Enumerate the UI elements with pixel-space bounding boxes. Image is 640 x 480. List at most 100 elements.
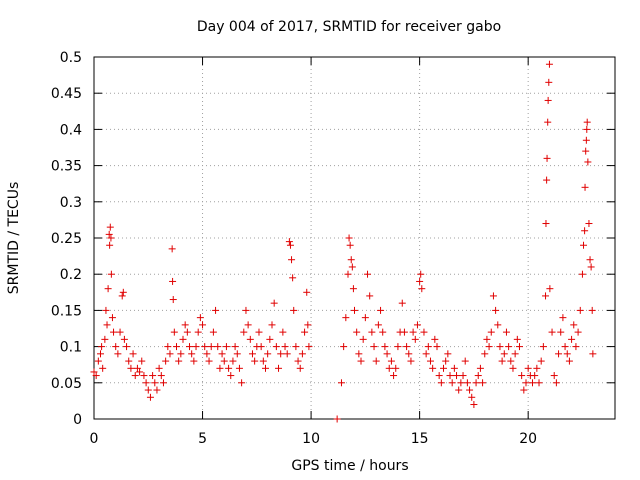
data-point <box>409 328 417 336</box>
data-point <box>485 343 493 351</box>
data-point <box>133 364 141 372</box>
x-tick-label: 10 <box>302 431 320 447</box>
data-point <box>207 343 215 351</box>
data-point <box>196 314 204 322</box>
data-point <box>303 288 311 296</box>
data-point <box>105 230 113 238</box>
data-point <box>563 350 571 358</box>
data-point <box>110 328 118 336</box>
data-point <box>583 125 591 133</box>
data-point <box>437 379 445 387</box>
data-point <box>183 328 191 336</box>
data-point <box>342 314 350 322</box>
data-point <box>505 343 513 351</box>
data-point <box>450 364 458 372</box>
data-point <box>259 357 267 365</box>
data-point <box>496 343 504 351</box>
data-point <box>292 343 300 351</box>
data-point <box>585 220 593 228</box>
x-tick-label: 15 <box>411 431 429 447</box>
data-point <box>442 357 450 365</box>
data-point <box>188 350 196 358</box>
data-point <box>337 379 345 387</box>
data-point <box>559 314 567 322</box>
data-point <box>345 234 353 242</box>
data-point <box>468 393 476 401</box>
data-point <box>455 386 463 394</box>
data-point <box>583 118 591 126</box>
data-point <box>466 386 474 394</box>
data-point <box>489 292 497 300</box>
data-point <box>398 299 406 307</box>
data-point <box>238 379 246 387</box>
data-point <box>502 328 510 336</box>
data-point <box>209 328 217 336</box>
data-point <box>98 343 106 351</box>
data-point <box>531 372 539 380</box>
data-point <box>416 277 424 285</box>
data-point <box>212 306 220 314</box>
data-point <box>104 285 112 293</box>
data-point <box>470 401 478 409</box>
data-point <box>275 364 283 372</box>
data-point <box>190 357 198 365</box>
data-point <box>294 357 302 365</box>
data-point <box>240 328 248 336</box>
data-point <box>231 343 239 351</box>
data-point <box>214 343 222 351</box>
data-point <box>357 357 365 365</box>
data-point <box>106 241 114 249</box>
data-point <box>580 241 588 249</box>
data-point <box>246 335 254 343</box>
data-point <box>507 357 515 365</box>
data-point <box>346 241 354 249</box>
data-point <box>522 379 530 387</box>
data-point <box>118 292 126 300</box>
data-point <box>129 350 137 358</box>
data-point <box>545 60 553 68</box>
data-point <box>544 96 552 104</box>
data-point <box>500 350 508 358</box>
data-point <box>106 223 114 231</box>
data-point <box>244 321 252 329</box>
data-point <box>305 343 313 351</box>
data-point <box>162 357 170 365</box>
data-point <box>588 306 596 314</box>
data-point <box>138 357 146 365</box>
data-point <box>379 328 387 336</box>
data-point <box>392 364 400 372</box>
data-point <box>233 350 241 358</box>
data-point <box>418 285 426 293</box>
data-point <box>151 379 159 387</box>
data-point <box>123 343 131 351</box>
data-point <box>157 372 165 380</box>
data-point <box>561 343 569 351</box>
data-point <box>270 299 278 307</box>
data-point <box>177 350 185 358</box>
data-point <box>107 234 115 242</box>
y-tick-label: 0.1 <box>60 340 82 356</box>
data-point <box>417 270 425 278</box>
data-point <box>587 263 595 271</box>
data-point <box>290 306 298 314</box>
data-point <box>433 343 441 351</box>
data-point <box>411 335 419 343</box>
data-point <box>119 288 127 296</box>
data-point <box>459 372 467 380</box>
data-point <box>457 379 465 387</box>
data-point <box>97 350 105 358</box>
data-point <box>578 270 586 278</box>
data-point <box>127 364 135 372</box>
data-point <box>518 372 526 380</box>
data-point <box>420 328 428 336</box>
data-point <box>385 364 393 372</box>
data-point <box>581 183 589 191</box>
data-point <box>431 335 439 343</box>
data-point <box>333 415 341 423</box>
data-point <box>446 372 454 380</box>
data-point <box>186 343 194 351</box>
y-tick-label: 0.5 <box>60 50 82 66</box>
data-point <box>584 158 592 166</box>
data-point <box>426 357 434 365</box>
data-point <box>576 306 584 314</box>
